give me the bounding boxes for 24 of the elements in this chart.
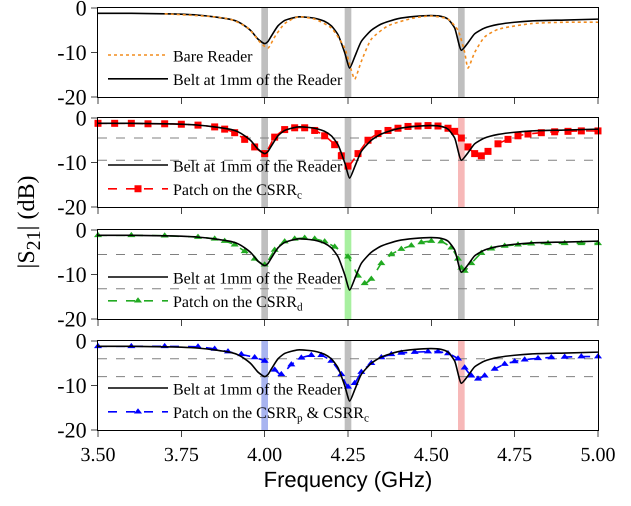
y-tick-label: -10 (57, 150, 87, 176)
legend-label: Belt at 1mm of the Reader (173, 72, 343, 90)
legend-label: Belt at 1mm of the Reader (173, 158, 343, 176)
x-tick-label: 5.00 (580, 444, 616, 466)
y-tick-label: -10 (57, 40, 87, 66)
legend-label: Bare Reader (173, 48, 254, 66)
legend-label: Belt at 1mm of the Reader (173, 381, 343, 398)
x-tick-label: 4.75 (497, 444, 532, 466)
legend-label: Patch on the CSRR$_{c}$ (173, 182, 302, 202)
legend-label: Patch on the CSRR$_{p}$ & CSRR$_{c}$ (173, 405, 369, 424)
x-tick-label: 4.25 (330, 444, 366, 466)
y-tick-label: -20 (57, 418, 87, 443)
y-tick-label: -10 (57, 262, 87, 288)
y-tick-label: 0 (76, 0, 87, 21)
y-tick-label: 0 (76, 218, 87, 243)
x-tick-label: 3.75 (164, 444, 199, 466)
y-tick-label: -20 (57, 194, 87, 220)
x-tick-label: 4.00 (247, 444, 282, 466)
y-tick-label: -10 (57, 373, 87, 398)
x-axis-title: Frequency (GHz) (264, 466, 432, 492)
x-tick-label: 4.50 (414, 444, 449, 466)
legend-label: Patch on the CSRR$_{d}$ (173, 294, 304, 314)
x-tick-label: 3.50 (80, 444, 116, 466)
legend-label: Belt at 1mm of the Reader (173, 270, 343, 288)
